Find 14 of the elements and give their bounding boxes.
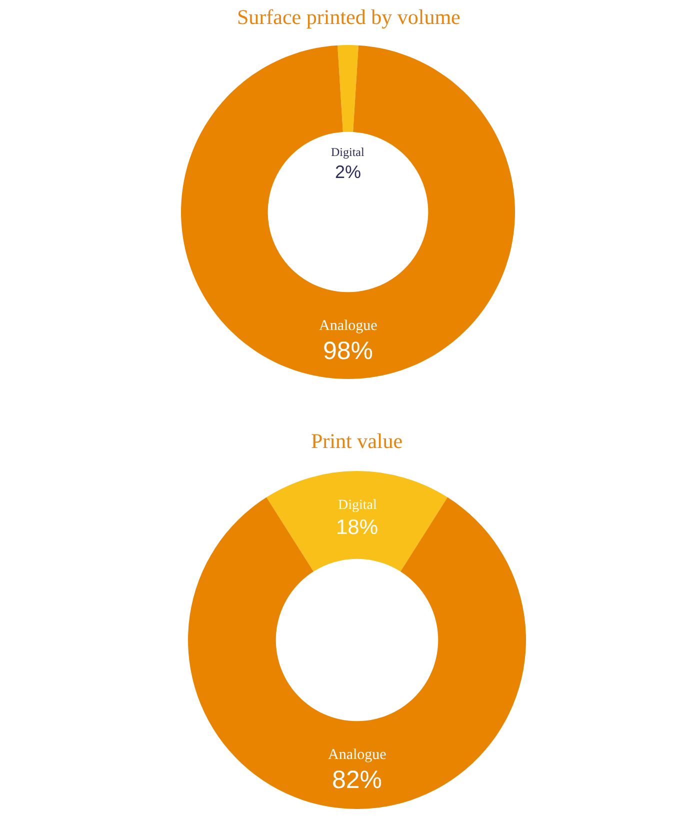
data-label: 82% (332, 766, 382, 794)
slice-label: Analogue (319, 318, 378, 334)
data-label: 2% (335, 162, 362, 182)
donut-slice (181, 45, 515, 379)
data-label: 18% (336, 516, 378, 539)
chart-title: Surface printed by volume (237, 5, 460, 29)
donut-slice (338, 45, 358, 132)
slice-label: Digital (331, 145, 365, 159)
data-label: 98% (323, 337, 374, 365)
slice-label: Analogue (328, 747, 387, 763)
donut-slice (266, 471, 448, 572)
chart-title: Print value (311, 429, 403, 453)
donut-slice (188, 497, 526, 809)
slice-label: Digital (338, 498, 377, 513)
